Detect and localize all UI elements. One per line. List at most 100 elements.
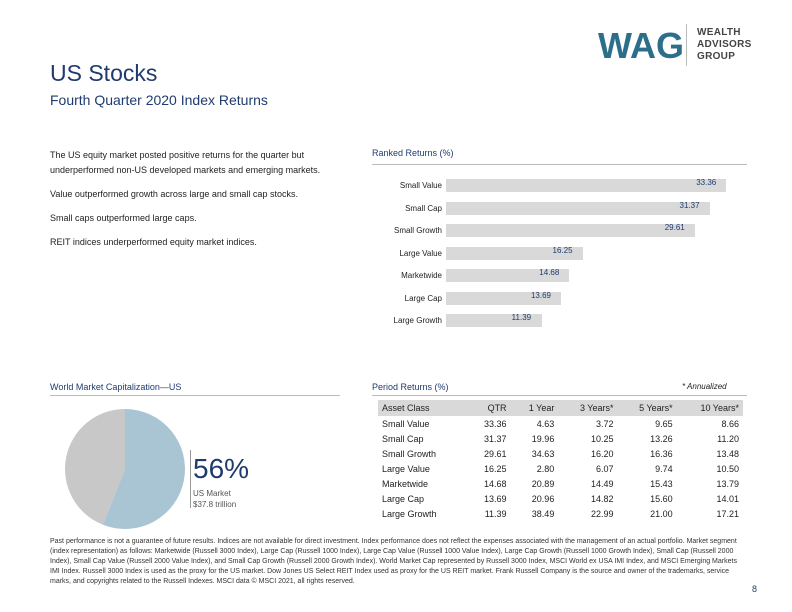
column-header: Asset Class <box>382 403 430 413</box>
bullet-text: Small caps outperformed large caps. <box>50 213 197 223</box>
return-cell: 14.82 <box>590 493 614 504</box>
bar <box>446 291 561 305</box>
bar <box>446 201 710 215</box>
table-row: Large Cap 13.69 20.96 14.82 15.60 14.01 <box>378 491 743 506</box>
return-cell: 14.01 <box>716 493 739 504</box>
return-cell: 14.68 <box>484 478 507 489</box>
return-cell: 13.26 <box>650 433 673 444</box>
asset-class-cell: Marketwide <box>382 478 429 489</box>
bar <box>446 224 695 237</box>
return-cell: 3.72 <box>595 418 614 429</box>
bar-value-label: 13.69 <box>530 290 552 300</box>
column-header: QTR <box>487 403 507 413</box>
ranked-returns-label: Ranked Returns (%) <box>372 148 454 158</box>
pie-slice-rest <box>64 409 125 525</box>
return-cell: 17.21 <box>716 508 739 519</box>
world-cap-label: World Market Capitalization—US <box>50 382 182 392</box>
asset-class-cell: Small Value <box>382 418 430 429</box>
return-cell: 8.66 <box>721 418 739 429</box>
return-cell: 2.80 <box>536 463 555 474</box>
logo-divider <box>686 24 687 66</box>
return-cell: 10.50 <box>716 463 739 474</box>
bar-value-label: 33.36 <box>696 178 717 187</box>
world-divider <box>50 395 340 396</box>
return-cell: 16.20 <box>590 448 614 459</box>
return-cell: 15.43 <box>650 478 673 489</box>
return-cell: 15.60 <box>650 493 673 504</box>
bullet-text: REIT indices underperformed equity marke… <box>50 237 257 247</box>
return-cell: 33.36 <box>484 418 507 429</box>
bar-category-label: Large Value <box>399 248 442 258</box>
column-header: 5 Years* <box>639 403 673 413</box>
return-cell: 19.96 <box>531 433 555 444</box>
bar-category-label: Large Growth <box>393 316 442 325</box>
bar-value-label: 31.37 <box>679 200 700 210</box>
bar-value-label: 16.25 <box>552 245 573 255</box>
page-title: US Stocks <box>50 60 158 86</box>
summary-bullets: The US equity market posted positive ret… <box>50 148 340 259</box>
return-cell: 11.20 <box>717 433 739 444</box>
bar-category-label: Small Cap <box>405 203 442 213</box>
logo-line: WEALTH <box>697 27 741 38</box>
bar <box>446 314 542 327</box>
table-header-row: Asset Class QTR 1 Year 3 Years* 5 Years*… <box>378 400 743 416</box>
bar-value-label: 14.68 <box>539 268 560 277</box>
us-market-caption: US Market $37.8 trillion <box>193 488 236 510</box>
logo-line: ADVISORS <box>697 39 752 50</box>
return-cell: 34.63 <box>531 448 555 459</box>
asset-class-cell: Small Growth <box>382 448 437 459</box>
annualized-note: * Annualized <box>682 382 727 391</box>
logo-text: WEALTH ADVISORS GROUP <box>697 27 752 63</box>
bar-category-label: Large Cap <box>404 293 442 303</box>
table-row: Small Value 33.36 4.63 3.72 9.65 8.66 <box>378 416 743 431</box>
return-cell: 29.61 <box>484 448 507 459</box>
period-divider <box>372 395 747 396</box>
table-row: Large Value 16.25 2.80 6.07 9.74 10.50 <box>378 461 743 476</box>
logo-mark: WAG <box>598 25 682 66</box>
bar <box>446 269 570 282</box>
bullet-text: The US equity market posted positive ret… <box>50 150 321 175</box>
return-cell: 20.89 <box>531 478 555 489</box>
table-row: Marketwide 14.68 20.89 14.49 15.43 13.79 <box>378 476 743 491</box>
page-number: 8 <box>752 584 758 594</box>
asset-class-cell: Small Cap <box>382 433 424 444</box>
bar <box>446 179 727 192</box>
period-returns-table: Asset Class QTR 1 Year 3 Years* 5 Years*… <box>378 400 743 521</box>
column-header: 3 Years* <box>579 403 614 413</box>
table-row: Small Cap 31.37 19.96 10.25 13.26 11.20 <box>378 431 743 446</box>
pie-callout-line <box>190 450 191 508</box>
asset-class-cell: Large Value <box>382 463 430 474</box>
table-row: Large Growth 11.39 38.49 22.99 21.00 17.21 <box>378 506 743 521</box>
page-subtitle: Fourth Quarter 2020 Index Returns <box>50 92 268 108</box>
bar-category-label: Small Growth <box>393 226 442 235</box>
bar-category-label: Marketwide <box>401 271 442 280</box>
ranked-divider <box>372 164 747 165</box>
period-returns-label: Period Returns (%) <box>372 382 449 392</box>
return-cell: 31.37 <box>484 433 507 444</box>
return-cell: 13.69 <box>484 493 507 504</box>
return-cell: 13.79 <box>716 478 739 489</box>
return-cell: 13.48 <box>716 448 739 459</box>
us-percent: 56% <box>193 453 250 484</box>
us-market-label: US Market <box>193 489 231 498</box>
bar-category-label: Small Value <box>399 181 442 190</box>
asset-class-cell: Large Cap <box>382 493 425 504</box>
table-row: Small Growth 29.61 34.63 16.20 16.36 13.48 <box>378 446 743 461</box>
return-cell: 4.63 <box>536 418 555 429</box>
return-cell: 10.25 <box>590 433 614 444</box>
return-cell: 22.99 <box>590 508 614 519</box>
bullet-text: Value outperformed growth across large a… <box>50 189 298 199</box>
world-cap-pie <box>64 409 185 529</box>
column-header: 1 Year <box>528 403 555 413</box>
return-cell: 11.39 <box>484 508 507 519</box>
return-cell: 16.36 <box>650 448 673 459</box>
us-market-value: $37.8 trillion <box>193 500 237 509</box>
return-cell: 9.74 <box>655 463 673 474</box>
return-cell: 38.49 <box>531 508 555 519</box>
return-cell: 21.00 <box>650 508 673 519</box>
column-header: 10 Years* <box>700 403 739 413</box>
wag-logo-icon: WAG <box>598 25 682 66</box>
return-cell: 16.25 <box>484 463 507 474</box>
bar-value-label: 29.61 <box>664 223 685 232</box>
bar-value-label: 11.39 <box>511 313 532 322</box>
